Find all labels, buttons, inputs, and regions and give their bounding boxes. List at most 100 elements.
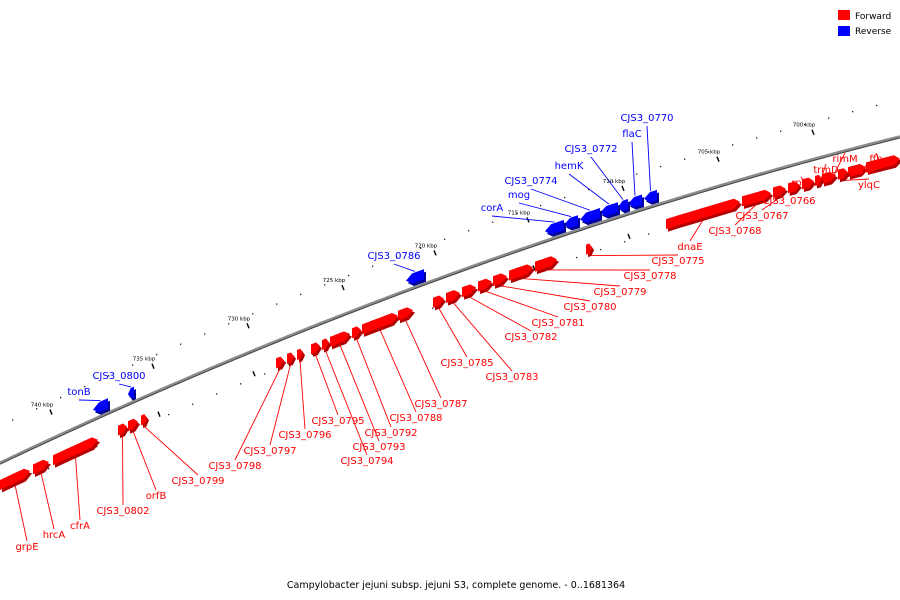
minor-tick: [312, 353, 314, 356]
gene-CJS3_0781[interactable]: [478, 278, 494, 294]
gene-CJS3_0772[interactable]: [618, 199, 630, 214]
minor-tick: [852, 111, 854, 113]
gene-ffh[interactable]: [866, 155, 900, 175]
gene-CJS3_0795[interactable]: [311, 342, 322, 357]
gene-corA[interactable]: [545, 219, 566, 237]
gene-label-ffh[interactable]: ffh: [869, 154, 882, 165]
gene-body: [600, 202, 618, 217]
gene-label-CJS3_0780[interactable]: CJS3_0780: [563, 302, 616, 313]
minor-tick: [168, 413, 170, 416]
gene-label-CJS3_0779[interactable]: CJS3_0779: [593, 287, 646, 298]
gene-label-corA[interactable]: corA: [481, 203, 504, 214]
gene-label-CJS3_0786[interactable]: CJS3_0786: [367, 251, 420, 262]
gene-label-CJS3_0798[interactable]: CJS3_0798: [208, 461, 261, 472]
gene-CJS3_0799[interactable]: [141, 414, 149, 428]
gene-label-CJS3_0781[interactable]: CJS3_0781: [531, 318, 584, 329]
gene-CJS3_0785[interactable]: [433, 295, 446, 311]
gene-CJS3_0770[interactable]: [644, 189, 659, 205]
gene-label-CJS3_0797[interactable]: CJS3_0797: [243, 446, 296, 457]
gene-label-rimM[interactable]: rimM: [832, 154, 857, 165]
gene-CJS3_0794[interactable]: [322, 338, 331, 353]
gene-body: [509, 264, 533, 281]
gene-rplS[interactable]: [802, 177, 816, 192]
leader-line: [761, 197, 780, 211]
gene-CJS3_0782[interactable]: [462, 284, 478, 300]
gene-CJS3_0797[interactable]: [287, 352, 296, 367]
gene-label-ylqC[interactable]: ylqC: [858, 180, 880, 191]
gene-label-CJS3_0793[interactable]: CJS3_0793: [352, 442, 405, 453]
gene-CJS3_0800[interactable]: [128, 386, 136, 401]
gene-label-CJS3_0802[interactable]: CJS3_0802: [96, 506, 149, 517]
gene-label-trmD[interactable]: trmD: [813, 165, 839, 176]
gene-label-mog[interactable]: mog: [508, 190, 530, 201]
gene-CJS3_0766[interactable]: [788, 181, 802, 196]
gene-rpsP[interactable]: [848, 163, 868, 180]
gene-CJS3_0775[interactable]: [586, 243, 594, 258]
gene-dnaE[interactable]: [666, 198, 742, 232]
gene-CJS3_0786[interactable]: [406, 269, 426, 286]
gene-CJS3_0767[interactable]: [773, 185, 788, 201]
gene-label-orfB[interactable]: orfB: [146, 491, 167, 502]
gene-label-dnaE[interactable]: dnaE: [677, 242, 702, 253]
gene-rimM[interactable]: [822, 171, 838, 187]
gene-label-grpE[interactable]: grpE: [15, 542, 38, 553]
gene-CJS3_0778[interactable]: [535, 256, 559, 275]
gene-CJS3_0780[interactable]: [493, 273, 509, 289]
gene-label-CJS3_0767[interactable]: CJS3_0767: [735, 211, 788, 222]
gene-label-CJS3_0795[interactable]: CJS3_0795: [311, 416, 364, 427]
gene-cfrA[interactable]: [53, 437, 100, 468]
gene-label-CJS3_0799[interactable]: CJS3_0799: [171, 476, 224, 487]
gene-mog[interactable]: [564, 215, 580, 231]
gene-grpE[interactable]: [0, 468, 32, 493]
gene-CJS3_0774[interactable]: [580, 208, 602, 226]
gene-label-CJS3_0783[interactable]: CJS3_0783: [485, 372, 538, 383]
gene-CJS3_0768[interactable]: [742, 189, 773, 209]
gene-CJS3_0779[interactable]: [509, 264, 535, 284]
gene-label-CJS3_0785[interactable]: CJS3_0785: [440, 358, 493, 369]
gene-label-rpsP[interactable]: rpsP: [856, 165, 878, 176]
gene-flaC[interactable]: [628, 194, 644, 210]
gene-CJS3_0787[interactable]: [398, 307, 415, 324]
legend-forward-swatch: [838, 10, 850, 20]
gene-label-hrcA[interactable]: hrcA: [43, 530, 66, 541]
minor-tick: [636, 173, 638, 175]
gene-label-CJS3_0788[interactable]: CJS3_0788: [389, 413, 442, 424]
gene-CJS3_0793[interactable]: [330, 331, 352, 350]
gene-CJS3_0796[interactable]: [297, 348, 305, 363]
gene-CJS3_0798[interactable]: [276, 356, 286, 371]
gene-label-CJS3_0774[interactable]: CJS3_0774: [504, 176, 557, 187]
gene-tonB[interactable]: [93, 398, 110, 415]
gene-label-CJS3_0796[interactable]: CJS3_0796: [278, 430, 331, 441]
gene-label-CJS3_0778[interactable]: CJS3_0778: [623, 271, 676, 282]
gene-label-CJS3_0768[interactable]: CJS3_0768: [708, 226, 761, 237]
gene-label-CJS3_0772[interactable]: CJS3_0772: [564, 144, 617, 155]
gene-hemK[interactable]: [600, 202, 620, 219]
gene-label-CJS3_0794[interactable]: CJS3_0794: [340, 456, 393, 467]
gene-label-CJS3_0792[interactable]: CJS3_0792: [364, 428, 417, 439]
gene-label-tonB[interactable]: tonB: [67, 387, 90, 398]
major-tick: [532, 265, 536, 271]
gene-label-CJS3_0800[interactable]: CJS3_0800: [92, 371, 145, 382]
minor-tick: [516, 213, 518, 215]
backbone-edge: [0, 137, 900, 465]
gene-label-CJS3_0787[interactable]: CJS3_0787: [414, 399, 467, 410]
gene-CJS3_0788[interactable]: [362, 313, 400, 337]
gene-label-flaC[interactable]: flaC: [622, 129, 641, 140]
gene-CJS3_0783[interactable]: [446, 290, 462, 306]
gene-label-cfrA[interactable]: cfrA: [70, 521, 90, 532]
gene-orfB[interactable]: [128, 418, 140, 434]
gene-trmD[interactable]: [815, 174, 824, 189]
gene-ylqC[interactable]: [838, 168, 850, 183]
gene-label-CJS3_0775[interactable]: CJS3_0775: [651, 256, 704, 267]
gene-label-CJS3_0766[interactable]: CJS3_0766: [762, 196, 815, 207]
gene-CJS3_0792[interactable]: [352, 326, 363, 341]
gene-hrcA[interactable]: [33, 459, 51, 477]
gene-CJS3_0802[interactable]: [118, 423, 129, 439]
gene-label-rplS[interactable]: rplS: [791, 178, 811, 189]
gene-label-hemK[interactable]: hemK: [555, 161, 584, 172]
tick-label: 740 kbp: [31, 403, 54, 409]
gene-label-CJS3_0782[interactable]: CJS3_0782: [504, 332, 557, 343]
gene-body: [815, 174, 822, 186]
gene-label-CJS3_0770[interactable]: CJS3_0770: [620, 113, 673, 124]
leader-line: [484, 290, 559, 318]
